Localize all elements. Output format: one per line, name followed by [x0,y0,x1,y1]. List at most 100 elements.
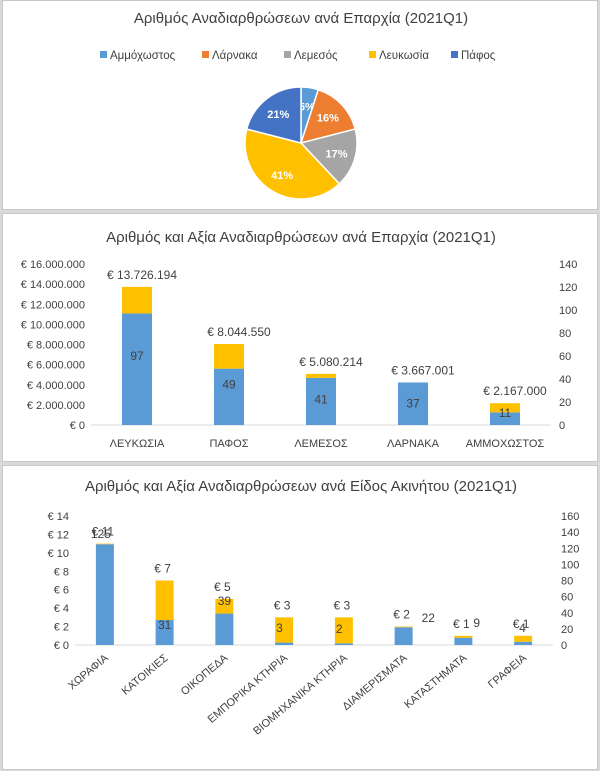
right-axis-tick: 120 [561,543,579,555]
right-axis-tick: 140 [561,527,579,539]
legend-item-λεμεσός: Λεμεσός [284,50,338,62]
count-label-βιομηχανικα-κτηρια: 2 [336,622,343,636]
pie-legend: Αμμόχωστος Λάρνακα Λεμεσός Λευκωσία Πάφος [100,50,496,62]
value-label-βιομηχανικα-κτηρια: € 3 [334,598,351,612]
legend-item-αμμόχωστος: Αμμόχωστος [100,50,176,62]
left-axis-tick: € 2 [54,622,69,634]
pie-chart: Αριθμός Αναδιαρθρώσεων ανά Επαρχία (2021… [100,10,496,200]
count-label-λεμεσος: 41 [314,392,328,406]
property-chart-title: Αριθμός και Αξία Αναδιαρθρώσεων ανά Είδο… [85,478,517,495]
category-label-λευκωσια: ΛΕΥΚΩΣΙΑ [110,438,165,450]
value-bar-παφος [214,344,244,369]
value-label-λευκωσια: € 13.726.194 [107,268,177,282]
legend-swatch [369,51,376,58]
count-bar-αμμοχωστος [490,412,520,425]
legend-label: Αμμόχωστος [110,50,176,62]
legend-label: Πάφος [461,50,496,62]
left-axis-tick: € 10.000.000 [21,319,85,331]
category-label-αμμοχωστος: ΑΜΜΟΧΩΣΤΟΣ [466,438,545,450]
category-label-λεμεσος: ΛΕΜΕΣΟΣ [294,438,348,450]
category-label-λαρνακα: ΛΑΡΝΑΚΑ [387,438,440,450]
value-label-παφος: € 8.044.550 [207,325,271,339]
count-bar-οικοπεδα [215,613,234,645]
count-bar-διαμερισματα [394,627,413,645]
right-axis-tick: 60 [561,592,573,604]
count-bar-καταστηματα [454,637,473,645]
legend-label: Λευκωσία [379,50,429,62]
right-axis-tick: 160 [561,511,579,523]
legend-item-λάρνακα: Λάρνακα [202,50,258,62]
right-axis-tick: 120 [559,282,577,294]
count-label-κατοικιες: 31 [158,618,172,632]
value-bar-καταστηματα [454,635,473,638]
left-axis-tick: € 16.000.000 [21,259,85,271]
right-axis-tick: 60 [559,351,571,363]
count-label-χωραφια: 125 [91,527,111,541]
count-bar-λευκωσια [122,313,152,425]
count-bar-κατοικιες [155,620,174,645]
category-label-χωραφια: ΧΩΡΑΦΙΑ [66,652,111,693]
count-bar-παφος [214,368,244,425]
right-axis-tick: 20 [561,624,573,636]
right-axis-tick: 0 [559,420,565,432]
pie-label-λευκωσία: 41% [271,170,293,182]
pie-label-λάρνακα: 16% [317,113,339,125]
right-axis-tick: 80 [559,328,571,340]
left-axis-tick: € 4.000.000 [27,380,85,392]
count-bar-χωραφια [95,544,114,645]
region-bar-chart-panel: Αριθμός και Αξία Αναδιαρθρώσεων ανά Επαρ… [2,213,598,462]
legend-item-λευκωσία: Λευκωσία [369,50,429,62]
count-label-αμμοχωστος: 11 [499,406,512,420]
pie-chart-panel: Αριθμός Αναδιαρθρώσεων ανά Επαρχία (2021… [2,0,598,210]
value-bar-οικοπεδα [215,598,234,614]
count-label-διαμερισματα: 22 [422,611,436,625]
right-axis-tick: 100 [559,305,577,317]
value-bar-λεμεσος [306,373,336,378]
property-bar-chart-panel: Αριθμός και Αξία Αναδιαρθρώσεων ανά Είδο… [2,465,598,770]
left-axis-tick: € 8.000.000 [27,340,85,352]
value-bar-βιομηχανικα-κτηρια [334,617,353,644]
category-label-κατοικιες: ΚΑΤΟΙΚΙΕΣ [120,652,171,698]
left-axis-tick: € 14 [48,511,69,523]
count-label-λαρνακα: 37 [406,397,420,411]
category-label-οικοπεδα: ΟΙΚΟΠΕΔΑ [179,652,231,698]
value-bar-κατοικιες [155,580,174,621]
legend-label: Λάρνακα [212,50,258,62]
value-bar-γραφεια [514,635,533,642]
left-axis-tick: € 4 [54,603,69,615]
legend-swatch [284,51,291,58]
value-label-καταστηματα: € 1 [453,617,470,631]
value-label-εμπορικα-κτηρια: € 3 [274,598,291,612]
legend-item-πάφος: Πάφος [451,50,496,62]
left-axis-tick: € 6 [54,585,69,597]
value-bar-εμπορικα-κτηρια [275,617,294,643]
left-axis-tick: € 2.000.000 [27,400,85,412]
legend-swatch [202,51,209,58]
left-axis-tick: € 14.000.000 [21,279,85,291]
value-label-χωραφια: € 11 [92,525,115,539]
pie-label-πάφος: 21% [267,109,289,121]
legend-label: Λεμεσός [294,50,338,62]
count-label-εμπορικα-κτηρια: 3 [276,621,283,635]
value-bar-διαμερισματα [394,626,413,628]
left-axis-tick: € 10 [48,548,69,560]
property-bar-chart: Αριθμός και Αξία Αναδιαρθρώσεων ανά Είδο… [48,478,580,738]
count-bar-εμπορικα-κτηρια [275,642,294,645]
count-bar-λαρνακα [398,382,428,425]
pie-slice-πάφος [245,86,302,144]
value-label-οικοπεδα: € 5 [214,580,231,594]
pie-slice-λευκωσία [244,128,341,200]
pie-slice-λεμεσός [299,128,358,185]
region-bar-chart: Αριθμός και Αξία Αναδιαρθρώσεων ανά Επαρ… [21,229,578,450]
left-axis-tick: € 0 [54,640,69,652]
pie-label-λεμεσός: 17% [325,148,347,160]
category-label-γραφεια: ΓΡΑΦΕΙΑ [486,652,530,691]
legend-swatch [451,51,458,58]
left-axis-tick: € 12 [48,529,69,541]
count-bar-βιομηχανικα-κτηρια [334,643,353,645]
value-label-κατοικιες: € 7 [154,562,171,576]
left-axis-tick: € 8 [54,566,69,578]
count-bar-λεμεσος [306,377,336,425]
count-label-καταστηματα: 9 [473,616,480,630]
left-axis-tick: € 0 [70,420,85,432]
